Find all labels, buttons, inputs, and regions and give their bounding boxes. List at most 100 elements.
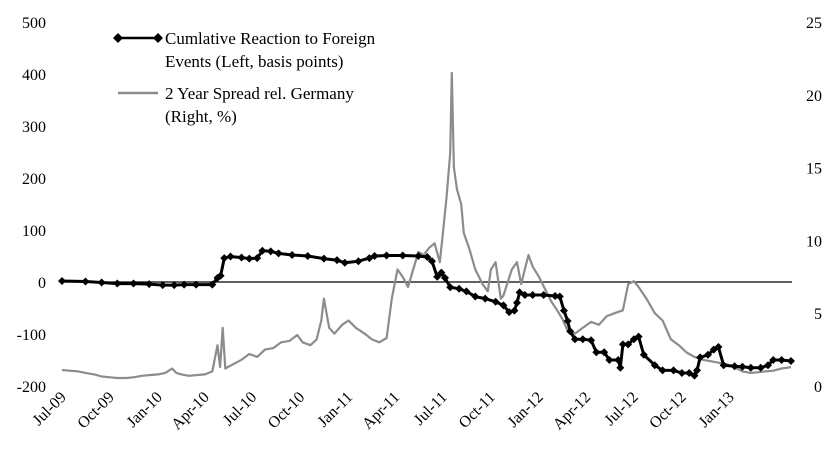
spread-series-line [61,71,792,380]
legend-label-spread-line1: 2 Year Spread rel. Germany [165,84,354,103]
reaction-point-marker [288,250,297,259]
reaction-point-marker [433,272,442,281]
reaction-point-marker [258,246,267,255]
reaction-point-marker [319,254,328,263]
reaction-point-marker [208,280,217,289]
reaction-point-marker [578,335,587,344]
reaction-point-marker [746,363,755,372]
left-tick-label: 100 [22,223,46,240]
reaction-point-marker [245,254,254,263]
legend: Cumlative Reaction to Foreign Events (Le… [113,29,376,126]
x-tick-label: Oct-10 [265,389,308,432]
left-tick-label: 500 [22,15,46,32]
reaction-point-marker [634,332,643,341]
reaction-point-marker [563,317,572,325]
reaction-point-marker [693,366,702,375]
right-tick-label: 5 [814,306,822,323]
reaction-point-marker [658,366,667,375]
reaction-point-marker [730,362,739,371]
reaction-point-marker [253,254,262,263]
reaction-point-marker [696,353,705,362]
reaction-point-marker [491,297,500,306]
reaction-point-marker [340,258,349,267]
reaction-markers [58,246,795,380]
x-tick-label: Oct-12 [646,389,689,432]
reaction-point-marker [180,280,189,289]
legend-diamond-right-marker [153,33,163,43]
reaction-point-marker [220,254,229,263]
reaction-point-marker [332,256,341,265]
reaction-point-marker [551,292,560,301]
reaction-point-marker [370,252,379,260]
reaction-point-marker [520,291,529,299]
reaction-series-line [61,249,792,378]
reaction-point-marker [129,279,138,288]
x-tick-label: Jan-11 [315,389,357,431]
reaction-point-marker [738,362,747,371]
legend-label-reaction-line2: Events (Left, basis points) [165,52,343,71]
right-tick-label: 25 [806,15,822,32]
left-tick-label: -200 [17,379,46,396]
reaction-point-marker [462,287,471,296]
reaction-point-marker [719,361,728,370]
reaction-point-marker [566,327,575,336]
reaction-point-marker [703,350,712,359]
x-tick-label: Apr-11 [359,389,403,433]
x-tick-label: Jul-11 [411,389,451,429]
reaction-point-marker [423,253,432,262]
x-axis: Jul-09 Oct-09 Jan-10 Apr-10 Jul-10 Oct-10 Jan-… [30,389,738,433]
reaction-point-marker [455,284,464,293]
reaction-point-marker [539,291,548,299]
reaction-point-marker [769,356,778,364]
legend-label-spread-line2: (Right, %) [165,107,237,126]
reaction-point-marker [614,356,623,364]
reaction-point-marker [471,292,480,301]
reaction-point-marker [600,348,609,357]
reaction-point-marker [427,257,436,266]
reaction-point-marker [513,298,522,307]
reaction-point-marker [274,249,283,258]
right-tick-label: 15 [806,161,822,178]
reaction-point-marker [170,281,179,290]
reaction-point-marker [158,281,167,290]
reaction-point-marker [303,252,312,260]
reaction-point-marker [499,301,508,310]
reaction-point-marker [192,280,201,289]
x-tick-label: Jan-12 [505,389,547,431]
reaction-point-marker [786,357,795,366]
reaction-point-marker [266,247,275,256]
reaction-point-marker [81,277,90,286]
x-tick-label: Apr-12 [550,389,594,433]
reaction-point-marker [587,336,596,345]
x-tick-label: Oct-09 [74,389,117,432]
reaction-point-marker [437,268,446,277]
reaction-point-marker [616,363,625,372]
left-tick-label: 0 [38,275,46,292]
reaction-point-marker [398,251,407,260]
legend-diamond-left-marker [113,33,123,43]
reaction-point-marker [97,278,106,287]
reaction-point-marker [382,251,391,260]
reaction-point-marker [354,257,363,266]
reaction-point-marker [592,348,601,357]
reaction-point-marker [756,363,765,372]
reaction-point-marker [113,279,122,288]
reaction-point-marker [677,369,686,377]
reaction-point-marker [618,340,627,349]
reaction-point-marker [414,252,423,260]
right-axis: 25 20 15 10 5 0 [806,15,822,396]
left-tick-label: 300 [22,119,46,136]
legend-item-spread: 2 Year Spread rel. Germany (Right, %) [118,84,354,126]
reaction-point-marker [145,280,154,289]
right-tick-label: 20 [806,88,822,105]
x-tick-label: Jan-13 [696,389,738,431]
reaction-point-marker [650,361,659,370]
reaction-point-marker [669,366,678,375]
reaction-point-marker [446,283,455,292]
reaction-point-marker [226,252,235,261]
reaction-point-marker [570,335,579,344]
reaction-point-marker [777,356,786,364]
reaction-point-marker [216,271,225,280]
reaction-point-marker [510,306,519,315]
